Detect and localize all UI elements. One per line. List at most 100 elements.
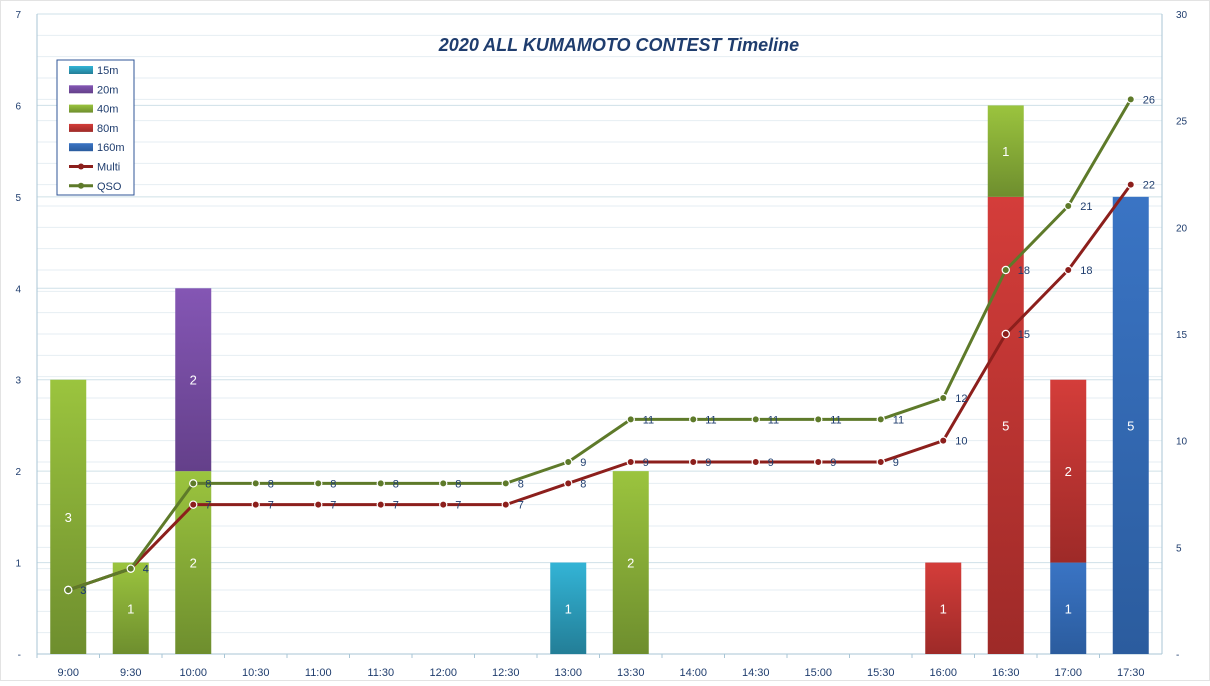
point-QSO: [251, 479, 260, 488]
point-QSO: [939, 393, 948, 403]
y-right-tick-label: 5: [1176, 543, 1182, 554]
point-QSO: [501, 479, 510, 488]
x-tick-label: 13:30: [617, 667, 645, 679]
y-right-tick-label: 20: [1176, 223, 1188, 234]
point-Multi: [314, 500, 323, 509]
point-QSO: [64, 585, 73, 595]
bar-value-label: 2: [1065, 464, 1072, 479]
x-tick-label: 16:30: [992, 667, 1020, 679]
point-Multi: [251, 500, 260, 509]
point-Multi: [189, 500, 198, 509]
legend-label: 20m: [97, 84, 118, 96]
line-value-label: 3: [80, 585, 86, 597]
bar-40m: [987, 105, 1024, 197]
bar-value-label: 1: [127, 601, 134, 616]
line-value-label: 8: [205, 478, 211, 490]
line-value-label: 7: [455, 500, 461, 512]
bar-value-label: 2: [190, 556, 197, 571]
x-tick-label: 10:30: [242, 667, 270, 679]
bar-value-label: 5: [1127, 418, 1134, 433]
line-value-label: 8: [268, 478, 274, 490]
line-value-label: 12: [955, 393, 967, 405]
line-value-label: 7: [393, 500, 399, 512]
x-tick-label: 12:00: [429, 667, 457, 679]
point-Multi: [1001, 329, 1010, 339]
point-QSO: [1001, 265, 1010, 275]
y-left-tick-label: 7: [15, 10, 21, 21]
line-value-label: 11: [705, 414, 716, 426]
point-Multi: [1126, 180, 1135, 189]
bar-40m: [612, 471, 649, 654]
x-tick-label: 17:30: [1117, 667, 1145, 679]
legend-swatch: [69, 143, 93, 152]
line-value-label: 9: [768, 457, 774, 469]
point-QSO: [126, 564, 135, 573]
line-value-label: 8: [393, 478, 399, 490]
point-Multi: [689, 457, 698, 467]
line-value-label: 4: [143, 564, 149, 576]
point-QSO: [189, 479, 198, 488]
line-value-label: 11: [830, 414, 841, 426]
y-left-tick-label: 6: [15, 101, 21, 112]
legend-marker: [78, 182, 84, 189]
point-Multi: [876, 457, 885, 467]
line-value-label: 9: [893, 457, 899, 469]
y-right-tick-label: 25: [1176, 117, 1188, 128]
line-value-label: 7: [330, 500, 336, 512]
point-Multi: [376, 500, 385, 509]
point-QSO: [1064, 201, 1073, 211]
line-value-label: 7: [518, 500, 524, 512]
bar-value-label: 1: [940, 601, 947, 616]
line-value-label: 3: [80, 585, 86, 597]
y-right-tick-label: 15: [1176, 330, 1188, 341]
point-QSO: [689, 415, 698, 424]
x-tick-label: 16:00: [929, 667, 957, 679]
bar-15m: [550, 562, 587, 654]
legend-label: QSO: [97, 181, 122, 193]
y-left-tick-label: -: [18, 650, 21, 661]
x-tick-label: 11:30: [367, 667, 394, 679]
legend-swatch: [69, 104, 93, 113]
point-QSO: [439, 479, 448, 488]
point-QSO: [1126, 95, 1135, 104]
line-QSO: [67, 98, 1133, 592]
y-left-tick-label: 3: [15, 376, 21, 387]
legend-label: 15m: [97, 65, 118, 77]
bar-value-label: 5: [1002, 418, 1009, 433]
point-QSO: [814, 415, 823, 424]
x-tick-label: 15:00: [804, 667, 832, 679]
y-left-tick-label: 2: [15, 467, 21, 478]
line-value-label: 18: [1018, 265, 1030, 277]
y-left-tick-label: 1: [15, 559, 21, 570]
line-value-label: 11: [768, 414, 779, 426]
legend-label: 40m: [97, 104, 118, 116]
line-value-label: 26: [1143, 94, 1155, 106]
bar-value-label: 1: [1002, 144, 1009, 159]
y-right-tick-label: -: [1176, 650, 1179, 661]
bar-80m: [925, 562, 962, 654]
y-left-tick-label: 4: [15, 284, 21, 295]
x-tick-label: 11:00: [305, 667, 332, 679]
legend-swatch: [69, 85, 93, 94]
x-tick-label: 9:30: [120, 667, 141, 679]
point-Multi: [751, 457, 760, 467]
point-Multi: [814, 457, 823, 467]
line-value-label: 8: [580, 478, 586, 490]
y-right-tick-label: 30: [1176, 10, 1188, 21]
line-value-label: 15: [1018, 329, 1030, 341]
bar-value-label: 2: [627, 556, 634, 571]
point-QSO: [314, 479, 323, 488]
point-Multi: [626, 457, 635, 467]
lines: [64, 95, 1135, 595]
bar-value-label: 1: [1065, 601, 1072, 616]
line-value-label: 7: [268, 500, 274, 512]
x-tick-label: 9:00: [58, 667, 79, 679]
line-value-label: 11: [643, 414, 654, 426]
bar-160m: [1050, 562, 1087, 654]
point-Multi: [939, 436, 948, 445]
line-value-label: 9: [643, 457, 649, 469]
legend-label: Multi: [97, 162, 120, 174]
